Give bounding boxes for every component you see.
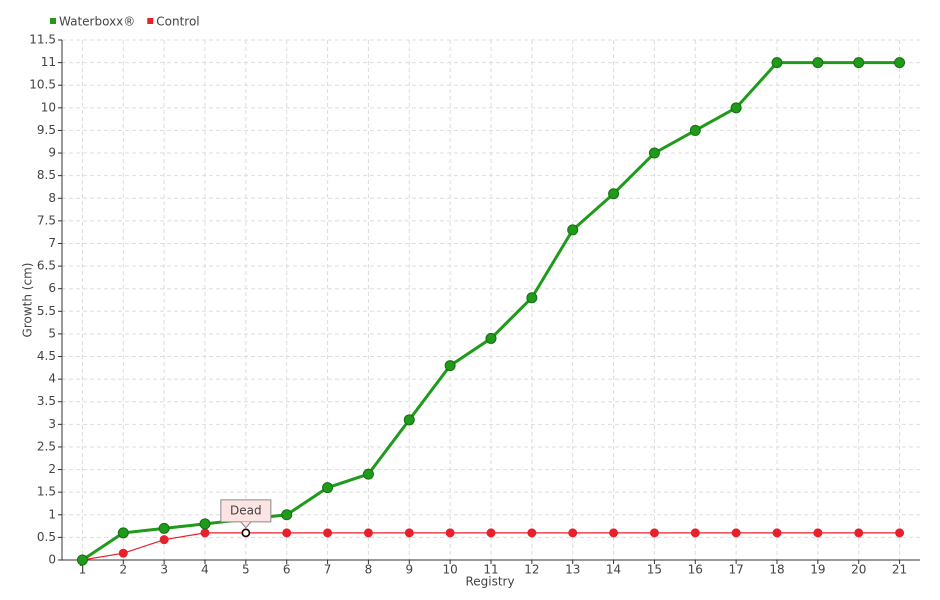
y-tick-label: 0.5 <box>37 530 56 544</box>
data-point <box>772 528 782 538</box>
data-point <box>609 528 619 538</box>
data-point <box>568 528 578 538</box>
x-tick-label: 6 <box>283 563 291 577</box>
y-tick-label: 11 <box>41 55 56 69</box>
highlight-point <box>241 528 251 538</box>
y-tick-label: 7 <box>48 236 56 250</box>
y-tick-label: 8 <box>48 191 56 205</box>
y-tick-label: 7.5 <box>37 213 56 227</box>
legend-label: Control <box>156 15 199 29</box>
data-point <box>485 332 497 344</box>
annotation-pointer <box>240 521 252 529</box>
data-point <box>730 102 742 114</box>
data-point <box>158 522 170 534</box>
x-tick-label: 1 <box>79 563 87 577</box>
data-point <box>76 554 88 566</box>
data-point <box>282 528 292 538</box>
x-tick-label: 9 <box>405 563 413 577</box>
y-tick-label: 11.5 <box>29 33 56 47</box>
y-tick-label: 10.5 <box>29 78 56 92</box>
data-point <box>200 528 210 538</box>
x-tick-label: 13 <box>565 563 580 577</box>
data-point <box>486 528 496 538</box>
x-tick-label: 19 <box>810 563 825 577</box>
data-point <box>895 528 905 538</box>
y-tick-label: 3.5 <box>37 394 56 408</box>
y-tick-label: 9.5 <box>37 123 56 137</box>
data-point <box>404 528 414 538</box>
data-point <box>445 528 455 538</box>
y-tick-label: 6.5 <box>37 259 56 273</box>
x-tick-label: 14 <box>606 563 621 577</box>
data-point <box>444 360 456 372</box>
annotation-text: Dead <box>230 503 262 517</box>
data-point <box>362 468 374 480</box>
data-point <box>731 528 741 538</box>
data-point <box>118 548 128 558</box>
data-point <box>526 292 538 304</box>
x-tick-label: 5 <box>242 563 250 577</box>
data-point <box>813 528 823 538</box>
legend-label: Waterboxx® <box>59 15 135 29</box>
data-point <box>159 535 169 545</box>
data-point <box>527 528 537 538</box>
y-tick-label: 1.5 <box>37 485 56 499</box>
data-point <box>403 414 415 426</box>
x-tick-label: 12 <box>524 563 539 577</box>
data-point <box>689 124 701 136</box>
data-point <box>117 527 129 539</box>
data-point <box>281 509 293 521</box>
x-tick-label: 8 <box>365 563 373 577</box>
y-tick-label: 6 <box>48 281 56 295</box>
legend-swatch <box>147 18 154 24</box>
y-tick-label: 4 <box>48 372 56 386</box>
x-tick-label: 18 <box>769 563 784 577</box>
x-tick-label: 7 <box>324 563 332 577</box>
y-tick-label: 0 <box>48 553 56 567</box>
data-point <box>567 224 579 236</box>
y-tick-label: 5.5 <box>37 304 56 318</box>
x-tick-label: 15 <box>647 563 662 577</box>
data-point <box>322 482 334 494</box>
data-point <box>608 188 620 200</box>
x-tick-label: 21 <box>892 563 907 577</box>
x-tick-label: 17 <box>729 563 744 577</box>
y-tick-label: 3 <box>48 417 56 431</box>
y-axis-label: Growth (cm) <box>21 263 35 338</box>
y-tick-label: 8.5 <box>37 168 56 182</box>
x-tick-label: 3 <box>160 563 168 577</box>
data-point <box>854 528 864 538</box>
y-tick-label: 10 <box>41 100 56 114</box>
data-point <box>812 57 824 69</box>
legend-swatch <box>50 18 56 24</box>
data-point <box>648 147 660 159</box>
data-point <box>199 518 211 530</box>
data-point <box>853 57 865 69</box>
data-point <box>363 528 373 538</box>
data-point <box>771 57 783 69</box>
x-tick-label: 20 <box>851 563 866 577</box>
x-tick-label: 11 <box>483 563 498 577</box>
y-tick-label: 2 <box>48 462 56 476</box>
data-point <box>894 57 906 69</box>
y-tick-label: 1 <box>48 507 56 521</box>
x-tick-label: 10 <box>443 563 458 577</box>
y-tick-label: 5 <box>48 326 56 340</box>
y-tick-label: 9 <box>48 146 56 160</box>
x-tick-label: 4 <box>201 563 209 577</box>
x-tick-label: 16 <box>688 563 703 577</box>
y-tick-label: 2.5 <box>37 439 56 453</box>
data-point <box>323 528 333 538</box>
data-point <box>690 528 700 538</box>
y-tick-label: 4.5 <box>37 349 56 363</box>
data-point <box>649 528 659 538</box>
x-tick-label: 2 <box>119 563 127 577</box>
x-axis-label: Registry <box>465 575 514 589</box>
